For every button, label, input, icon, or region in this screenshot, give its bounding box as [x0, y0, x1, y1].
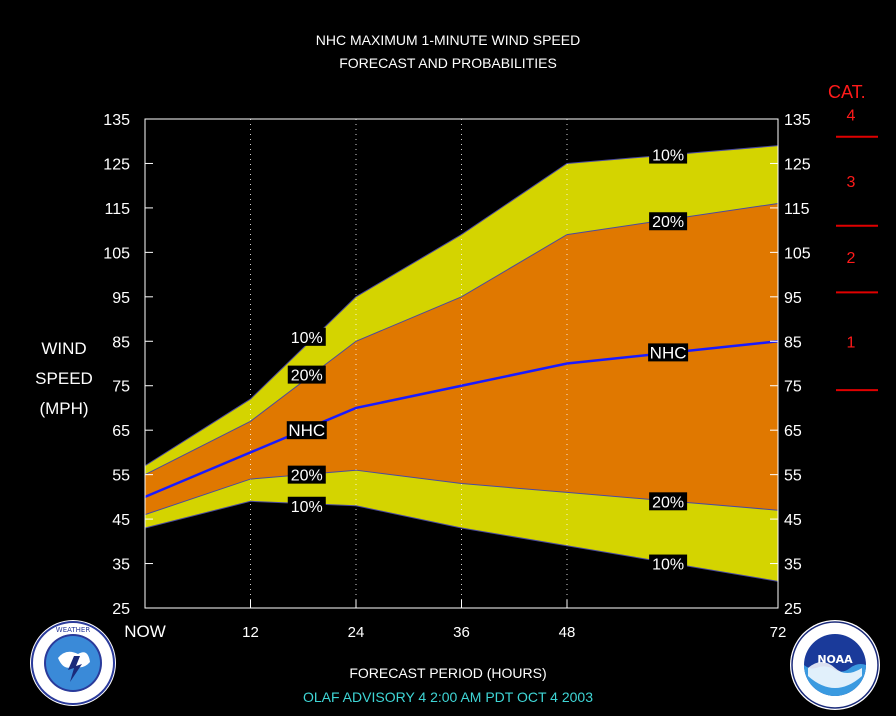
y-tick-label-left: 125 — [103, 156, 130, 173]
x-tick-label: 36 — [453, 624, 470, 641]
y-tick-label-left: 45 — [112, 512, 130, 529]
y-tick-label-left: 55 — [112, 468, 130, 485]
upper-20-line — [144, 202, 779, 476]
y-tick-label-left: 65 — [112, 423, 130, 440]
y-tick-label-left: 75 — [112, 379, 130, 396]
y-tick-label-right: 75 — [784, 379, 802, 396]
y-tick-label-right: 55 — [784, 468, 802, 485]
band-label-box — [287, 496, 326, 515]
y-axis-label-line2: SPEED — [35, 369, 93, 388]
x-axis-label: FORECAST PERIOD (HOURS) — [349, 665, 547, 681]
category-label: 2 — [847, 250, 856, 267]
y-axis-label-line1: WIND — [41, 339, 87, 358]
band-label-box — [649, 145, 688, 164]
y-tick-label-left: 105 — [103, 245, 130, 262]
nws-logo: WEATHER — [30, 620, 116, 706]
lower-20-line — [144, 469, 779, 516]
y-tick-label-right: 45 — [784, 512, 802, 529]
chart-title-line2: FORECAST AND PROBABILITIES — [339, 55, 557, 71]
y-tick-label-right: 125 — [784, 156, 811, 173]
band-label: 10% — [291, 499, 323, 516]
band-label: 20% — [652, 494, 684, 511]
band-label-box — [648, 343, 689, 362]
y-tick-label-right: 25 — [784, 601, 802, 618]
category-header: CAT. — [828, 82, 866, 102]
y-tick-label-right: 105 — [784, 245, 811, 262]
band-label-box — [287, 465, 326, 484]
advisory-text: OLAF ADVISORY 4 2:00 AM PDT OCT 4 2003 — [303, 689, 593, 705]
noaa-logo: NOAA — [790, 620, 880, 710]
band-label: 10% — [291, 330, 323, 347]
y-axis-label-line3: (MPH) — [39, 399, 89, 418]
chart-title-line1: NHC MAXIMUM 1-MINUTE WIND SPEED — [315, 32, 581, 48]
band-label-box — [649, 492, 688, 511]
y-tick-label-right: 35 — [784, 557, 802, 574]
y-tick-label-right: 65 — [784, 423, 802, 440]
band-label: 10% — [652, 148, 684, 165]
y-tick-label-right: 115 — [784, 201, 810, 218]
band-label-box — [649, 554, 688, 573]
x-tick-label: 12 — [242, 624, 259, 641]
category-label: 4 — [847, 108, 856, 125]
band-label: NHC — [288, 421, 325, 440]
y-tick-label-right: 95 — [784, 290, 802, 307]
y-tick-label-right: 85 — [784, 334, 802, 351]
svg-text:WEATHER: WEATHER — [56, 626, 91, 634]
band-label: 20% — [291, 468, 323, 485]
band-label-box — [287, 365, 326, 384]
svg-text:NOAA: NOAA — [817, 653, 853, 666]
x-tick-label: 72 — [770, 624, 787, 641]
band-label-box — [649, 212, 688, 231]
upper-10-line — [144, 145, 779, 467]
band-label: 10% — [652, 557, 684, 574]
x-tick-label: NOW — [124, 622, 166, 641]
y-tick-label-left: 35 — [112, 557, 130, 574]
band-label-box — [287, 327, 326, 346]
band-label-box — [286, 421, 327, 440]
y-tick-label-left: 115 — [104, 201, 130, 218]
category-label: 1 — [847, 334, 856, 351]
y-tick-label-left: 85 — [112, 334, 130, 351]
band-label: 20% — [291, 368, 323, 385]
y-tick-label-left: 25 — [112, 601, 130, 618]
y-tick-label-left: 95 — [112, 290, 130, 307]
band-label: 20% — [652, 214, 684, 231]
lower-10-line — [144, 500, 779, 582]
y-tick-label-right: 135 — [784, 112, 811, 129]
y-tick-label-left: 135 — [103, 112, 130, 129]
x-tick-label: 24 — [348, 624, 365, 641]
band-label: NHC — [650, 343, 687, 362]
x-tick-label: 48 — [559, 624, 576, 641]
category-label: 3 — [847, 174, 856, 191]
nhc-forecast-line — [144, 340, 779, 499]
